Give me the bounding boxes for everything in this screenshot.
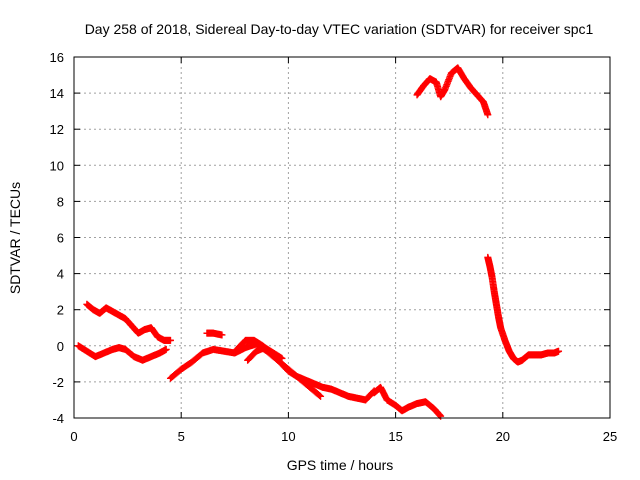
data-point — [166, 336, 174, 344]
y-tick-label: 12 — [50, 122, 64, 137]
data-point — [162, 345, 170, 353]
grid-layer — [74, 57, 610, 418]
series-arc-8 — [413, 64, 492, 119]
x-tick-label: 20 — [496, 429, 510, 444]
x-tick-label: 5 — [178, 429, 185, 444]
y-tick-label: 8 — [57, 194, 64, 209]
y-axis-title: SDTVAR / TECUs — [7, 182, 23, 294]
data-point — [315, 391, 323, 399]
y-tick-label: 16 — [50, 50, 64, 65]
series-arc-4 — [203, 329, 226, 339]
y-tick-label: -2 — [52, 375, 64, 390]
data-point — [317, 392, 325, 400]
series-arc-6 — [244, 344, 286, 364]
data-point — [437, 412, 445, 420]
y-tick-label: 14 — [50, 86, 64, 101]
plot-frame — [73, 56, 611, 419]
data-point — [278, 354, 286, 362]
y-tick-label: 10 — [50, 158, 64, 173]
chart-title: Day 258 of 2018, Sidereal Day-to-day VTE… — [85, 21, 594, 37]
data-point — [555, 347, 563, 355]
series-arc-9 — [484, 253, 563, 366]
y-tick-label: 4 — [57, 267, 64, 282]
x-tick-label: 25 — [603, 429, 617, 444]
y-tick-label: 0 — [57, 339, 64, 354]
x-axis-title: GPS time / hours — [287, 457, 394, 473]
series-layer — [74, 64, 563, 420]
x-tick-label: 10 — [281, 429, 295, 444]
y-tick-label: -4 — [52, 411, 64, 426]
data-point — [218, 331, 226, 339]
x-tick-label: 0 — [70, 429, 77, 444]
series-arc-1 — [74, 342, 170, 364]
x-tick-label: 15 — [388, 429, 402, 444]
y-tick-label: 6 — [57, 231, 64, 246]
y-tick-label: 2 — [57, 303, 64, 318]
series-arc-2 — [83, 300, 174, 344]
data-point — [484, 111, 492, 119]
